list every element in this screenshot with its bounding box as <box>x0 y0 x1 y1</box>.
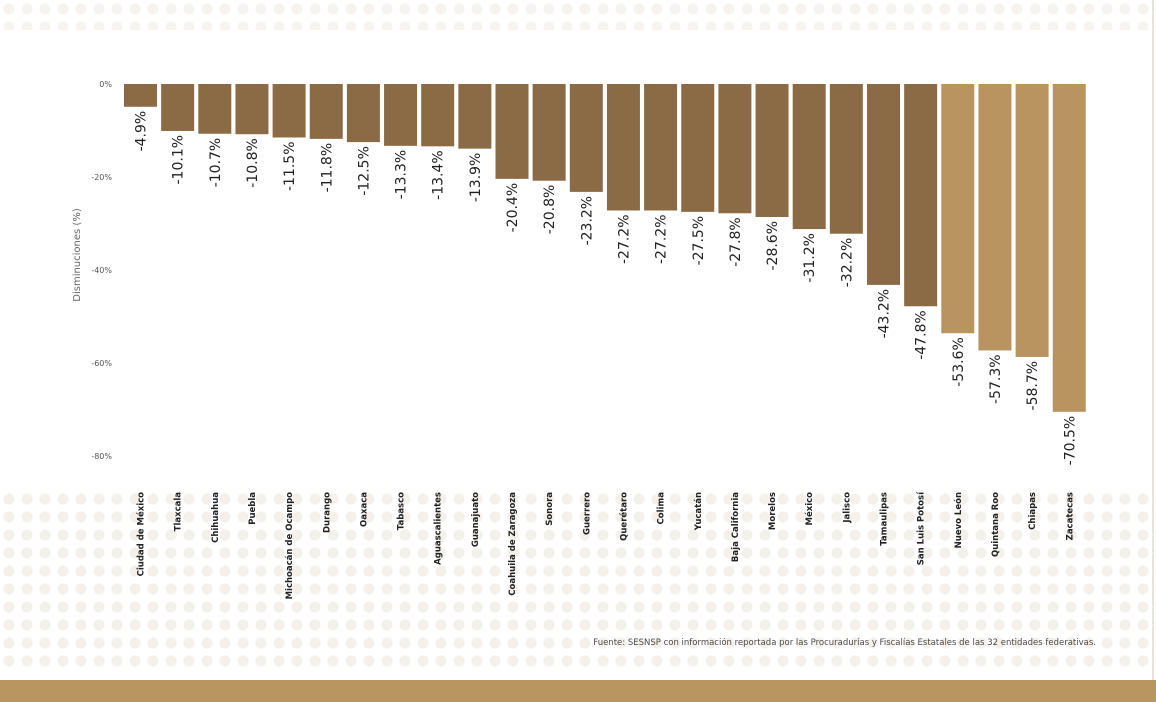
category-label: Tabasco <box>397 492 407 530</box>
category-label: Querétaro <box>618 492 629 541</box>
bar <box>867 84 900 285</box>
category-label: Ciudad de México <box>136 492 147 577</box>
bar <box>644 84 678 211</box>
category-label: Chiapas <box>1028 492 1038 530</box>
data-label: -13.3% <box>394 150 410 200</box>
bar <box>235 84 269 135</box>
category-label: Zacatecas <box>1065 492 1075 540</box>
category-label: Tlaxcala <box>174 492 184 532</box>
category-label: Quintana Roo <box>991 492 1001 557</box>
category-label: Guerrero <box>582 492 592 535</box>
bar <box>384 84 418 146</box>
background-pattern <box>0 490 1156 670</box>
bar <box>1015 84 1049 357</box>
data-label: -20.8% <box>542 185 558 235</box>
bar <box>569 84 603 192</box>
category-label: Colima <box>657 492 667 525</box>
y-tick-label: -60% <box>91 359 112 368</box>
bar <box>718 84 752 214</box>
bar <box>904 84 938 307</box>
category-label: México <box>804 492 815 526</box>
data-label: -31.2% <box>802 233 818 283</box>
bar <box>309 84 343 139</box>
category-label: Oaxaca <box>359 492 369 527</box>
category-label: San Luis Potosí <box>917 491 927 565</box>
data-label: -13.9% <box>468 153 484 203</box>
data-label: -11.8% <box>319 143 335 193</box>
bar <box>829 84 863 234</box>
source-note: Fuente: SESNSP con información reportada… <box>593 638 1096 648</box>
frame-line <box>1152 0 1154 680</box>
data-label: -27.8% <box>728 217 744 267</box>
category-label: Nuevo León <box>953 492 964 548</box>
data-label: -23.2% <box>579 196 595 246</box>
data-label: -27.2% <box>654 214 670 264</box>
bar <box>161 84 195 131</box>
category-label: Morelos <box>768 492 778 530</box>
bar <box>792 84 826 230</box>
y-tick-label: -20% <box>91 173 112 182</box>
background-pattern-top <box>0 0 1156 30</box>
bar <box>458 84 492 149</box>
bar <box>978 84 1012 351</box>
data-label: -47.8% <box>914 310 930 360</box>
category-label: Guanajuato <box>471 492 481 547</box>
data-label: -20.4% <box>505 183 521 233</box>
category-label: Puebla <box>248 492 258 525</box>
data-label: -57.3% <box>988 354 1004 404</box>
data-label: -11.5% <box>282 141 298 191</box>
data-label: -43.2% <box>877 289 893 339</box>
data-label: -12.5% <box>356 146 372 196</box>
bar <box>532 84 566 181</box>
bar <box>681 84 715 212</box>
data-label: -27.2% <box>616 214 632 264</box>
y-tick-label: -40% <box>91 266 112 275</box>
bar <box>346 84 380 143</box>
bar <box>198 84 232 134</box>
data-label: -32.2% <box>839 238 855 288</box>
bar <box>606 84 640 211</box>
bar <box>941 84 975 334</box>
bar <box>124 84 157 107</box>
data-label: -58.7% <box>1025 361 1041 411</box>
y-axis-label: Disminuciones (%) <box>72 208 83 302</box>
bar <box>755 84 789 217</box>
data-label: -27.5% <box>691 216 707 266</box>
data-label: -13.4% <box>431 150 447 200</box>
data-label: -10.8% <box>245 138 261 188</box>
y-tick-label: 0% <box>99 80 112 89</box>
bar <box>272 84 306 138</box>
category-label: Jalisco <box>842 492 852 524</box>
category-label: Michoacán de Ocampo <box>285 492 295 600</box>
bar <box>1052 84 1086 412</box>
data-label: -10.7% <box>208 138 224 188</box>
category-label: Baja California <box>731 492 741 562</box>
data-label: -70.5% <box>1062 416 1078 466</box>
footer-band <box>0 680 1156 702</box>
data-label: -28.6% <box>765 221 781 271</box>
category-label: Aguascalientes <box>434 492 444 565</box>
category-label: Tamaulipas <box>880 492 890 546</box>
bar <box>421 84 455 147</box>
category-label: Yucatán <box>694 492 704 531</box>
category-label: Sonora <box>545 492 555 526</box>
data-label: -10.1% <box>171 135 187 185</box>
data-label: -53.6% <box>951 337 967 387</box>
category-label: Chihuahua <box>211 492 221 543</box>
category-label: Coahuila de Zaragoza <box>508 492 518 596</box>
bar <box>495 84 529 179</box>
category-label: Durango <box>322 492 332 533</box>
y-tick-label: -80% <box>91 452 112 461</box>
data-label: -4.9% <box>134 111 150 152</box>
